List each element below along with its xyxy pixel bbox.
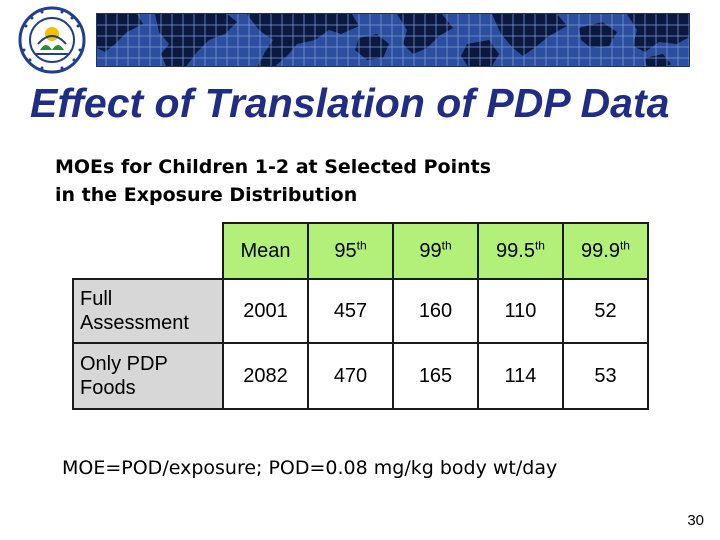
table-cell: 2001 (222, 278, 309, 344)
world-map-banner (96, 13, 690, 67)
column-header-mean: Mean (222, 222, 309, 280)
row-label-full-assessment: Full Assessment (72, 278, 224, 344)
table-cell: 2082 (222, 342, 309, 410)
table-header-row: Mean 95th 99th 99.5th 99.9th (73, 222, 649, 280)
table-cell: 457 (307, 278, 394, 344)
subtitle-line-2: in the Exposure Distribution (55, 184, 358, 206)
column-header-99th: 99th (392, 222, 479, 280)
table-corner-cell (73, 223, 224, 280)
column-header-99-9th: 99.9th (562, 222, 649, 280)
table-cell: 160 (392, 278, 479, 344)
table-cell: 52 (562, 278, 649, 344)
column-header-99-5th: 99.5th (477, 222, 564, 280)
subtitle-line-1: MOEs for Children 1-2 at Selected Points (55, 156, 492, 178)
world-map-graphic (97, 14, 689, 66)
footnote: MOE=POD/exposure; POD=0.08 mg/kg body wt… (62, 457, 558, 479)
slide-title: Effect of Translation of PDP Data (30, 80, 670, 126)
table-cell: 470 (307, 342, 394, 410)
table-row: Only PDP Foods 2082 470 165 114 53 (72, 342, 649, 410)
row-label-only-pdp-foods: Only PDP Foods (72, 342, 224, 410)
table-row: Full Assessment 2001 457 160 110 52 (72, 278, 649, 344)
table-cell: 110 (477, 278, 564, 344)
table-cell: 114 (477, 342, 564, 410)
table-cell: 53 (562, 342, 649, 410)
agency-seal-logo (8, 6, 96, 74)
moe-table: Mean 95th 99th 99.5th 99.9th Full Assess… (72, 222, 649, 410)
page-number: 30 (687, 512, 704, 529)
table-cell: 165 (392, 342, 479, 410)
table-subtitle: MOEs for Children 1-2 at Selected Points… (55, 153, 615, 209)
column-header-95th: 95th (307, 222, 394, 280)
